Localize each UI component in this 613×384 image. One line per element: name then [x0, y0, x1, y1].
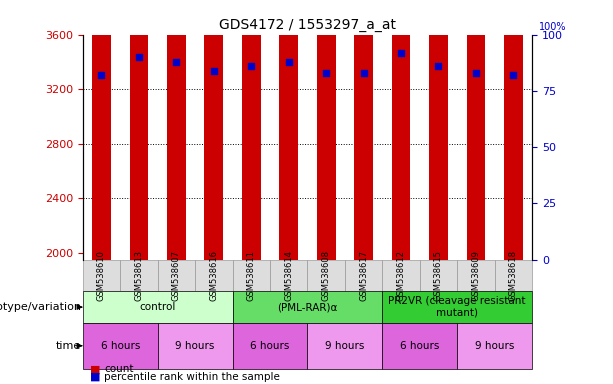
- Bar: [242, 0, 261, 260]
- Text: percentile rank within the sample: percentile rank within the sample: [104, 372, 280, 382]
- Text: GSM538609: GSM538609: [471, 250, 481, 301]
- FancyBboxPatch shape: [83, 260, 120, 291]
- FancyBboxPatch shape: [270, 260, 307, 291]
- Title: GDS4172 / 1553297_a_at: GDS4172 / 1553297_a_at: [219, 18, 396, 32]
- Point: [433, 63, 443, 69]
- Bar: [466, 0, 485, 260]
- FancyBboxPatch shape: [457, 260, 495, 291]
- Text: GSM538616: GSM538616: [209, 250, 218, 301]
- Text: GSM538618: GSM538618: [509, 250, 518, 301]
- FancyBboxPatch shape: [195, 260, 232, 291]
- Point: [172, 58, 181, 65]
- Bar: [429, 0, 448, 260]
- Text: GSM538610: GSM538610: [97, 250, 106, 301]
- FancyBboxPatch shape: [383, 291, 532, 323]
- FancyBboxPatch shape: [158, 260, 195, 291]
- Text: GSM538612: GSM538612: [397, 250, 406, 301]
- Text: GSM538614: GSM538614: [284, 250, 293, 301]
- Bar: [167, 0, 186, 260]
- Text: (PML-RAR)α: (PML-RAR)α: [277, 302, 338, 312]
- Text: time: time: [56, 341, 81, 351]
- FancyBboxPatch shape: [383, 260, 420, 291]
- Point: [284, 58, 294, 65]
- FancyBboxPatch shape: [232, 291, 383, 323]
- FancyBboxPatch shape: [345, 260, 383, 291]
- Text: GSM538615: GSM538615: [434, 250, 443, 301]
- FancyBboxPatch shape: [158, 323, 232, 369]
- Text: GSM538611: GSM538611: [247, 250, 256, 301]
- Text: ■: ■: [89, 372, 101, 382]
- Bar: [129, 0, 148, 260]
- FancyBboxPatch shape: [83, 291, 232, 323]
- Text: genotype/variation: genotype/variation: [0, 302, 81, 312]
- FancyBboxPatch shape: [120, 260, 158, 291]
- Point: [209, 68, 219, 74]
- Text: 100%: 100%: [539, 22, 566, 32]
- Text: GSM538608: GSM538608: [322, 250, 330, 301]
- Point: [359, 70, 368, 76]
- FancyBboxPatch shape: [83, 323, 158, 369]
- Bar: [280, 0, 298, 260]
- Point: [471, 70, 481, 76]
- Point: [97, 72, 107, 78]
- Text: ■: ■: [89, 364, 101, 374]
- FancyBboxPatch shape: [307, 323, 383, 369]
- Text: 6 hours: 6 hours: [101, 341, 140, 351]
- FancyBboxPatch shape: [420, 260, 457, 291]
- Text: 9 hours: 9 hours: [325, 341, 365, 351]
- Point: [508, 72, 518, 78]
- FancyBboxPatch shape: [383, 323, 457, 369]
- Point: [321, 70, 331, 76]
- Bar: [354, 0, 373, 260]
- Point: [134, 54, 144, 60]
- Text: 9 hours: 9 hours: [175, 341, 215, 351]
- Text: 9 hours: 9 hours: [475, 341, 514, 351]
- Text: GSM538607: GSM538607: [172, 250, 181, 301]
- Text: count: count: [104, 364, 134, 374]
- Text: control: control: [139, 302, 176, 312]
- Text: PR2VR (cleavage resistant
mutant): PR2VR (cleavage resistant mutant): [389, 296, 526, 318]
- FancyBboxPatch shape: [457, 323, 532, 369]
- Bar: [92, 0, 111, 260]
- FancyBboxPatch shape: [495, 260, 532, 291]
- Text: GSM538617: GSM538617: [359, 250, 368, 301]
- Point: [246, 63, 256, 69]
- Text: 6 hours: 6 hours: [400, 341, 440, 351]
- Bar: [392, 0, 410, 260]
- Point: [396, 50, 406, 56]
- Text: GSM538613: GSM538613: [134, 250, 143, 301]
- Bar: [205, 0, 223, 260]
- FancyBboxPatch shape: [232, 260, 270, 291]
- Bar: [317, 0, 335, 260]
- FancyBboxPatch shape: [232, 323, 307, 369]
- Bar: [504, 0, 523, 260]
- Text: 6 hours: 6 hours: [250, 341, 290, 351]
- FancyBboxPatch shape: [307, 260, 345, 291]
